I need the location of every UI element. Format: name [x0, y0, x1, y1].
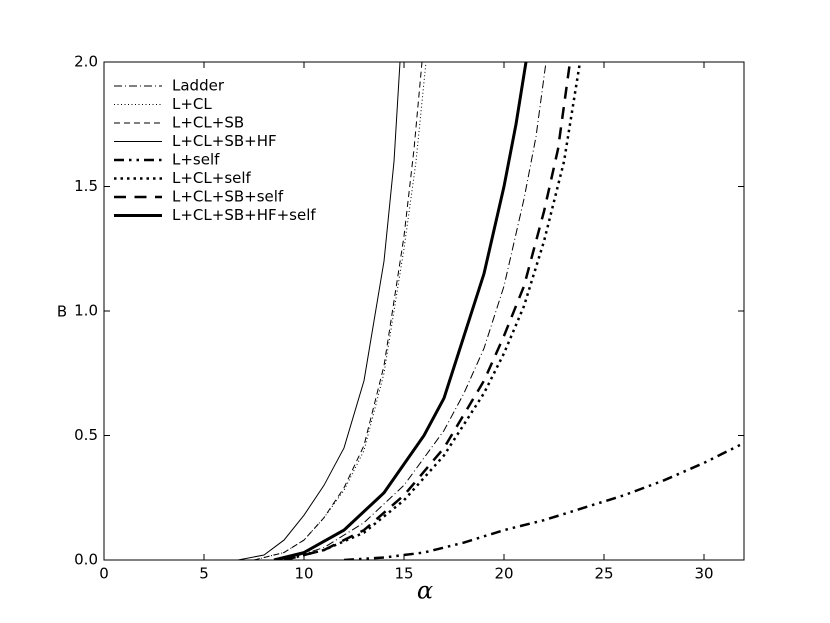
- legend-label: Ladder: [172, 77, 225, 95]
- x-tick-label: 25: [594, 565, 613, 583]
- x-tick-label: 15: [394, 565, 413, 583]
- series-line: [237, 61, 401, 560]
- x-axis-label: α: [417, 577, 433, 605]
- x-tick-label: 10: [294, 565, 313, 583]
- series-line: [343, 441, 744, 560]
- legend-label: L+CL: [172, 95, 212, 113]
- legend-label: L+CL+SB+HF+self: [172, 206, 316, 224]
- series-line: [273, 61, 528, 560]
- y-tick-label: 0.0: [74, 551, 98, 569]
- y-tick-label: 1.5: [74, 177, 98, 195]
- x-tick-label: 0: [99, 565, 109, 583]
- y-tick-label: 0.5: [74, 426, 98, 444]
- legend-label: L+self: [172, 151, 220, 169]
- y-tick-label: 1.0: [74, 302, 98, 320]
- x-tick-label: 30: [694, 565, 713, 583]
- series-line: [283, 61, 572, 560]
- y-axis-label: B: [57, 303, 67, 321]
- x-tick-label: 20: [494, 565, 513, 583]
- series-line: [253, 61, 423, 560]
- series-line: [253, 61, 427, 560]
- y-tick-label: 2.0: [74, 53, 98, 71]
- legend-label: L+CL+SB: [172, 114, 244, 132]
- legend-label: L+CL+self: [172, 169, 252, 187]
- legend-label: L+CL+SB+self: [172, 188, 284, 206]
- plot-frame: [103, 61, 745, 561]
- legend-label: L+CL+SB+HF: [172, 132, 277, 150]
- x-tick-label: 5: [199, 565, 209, 583]
